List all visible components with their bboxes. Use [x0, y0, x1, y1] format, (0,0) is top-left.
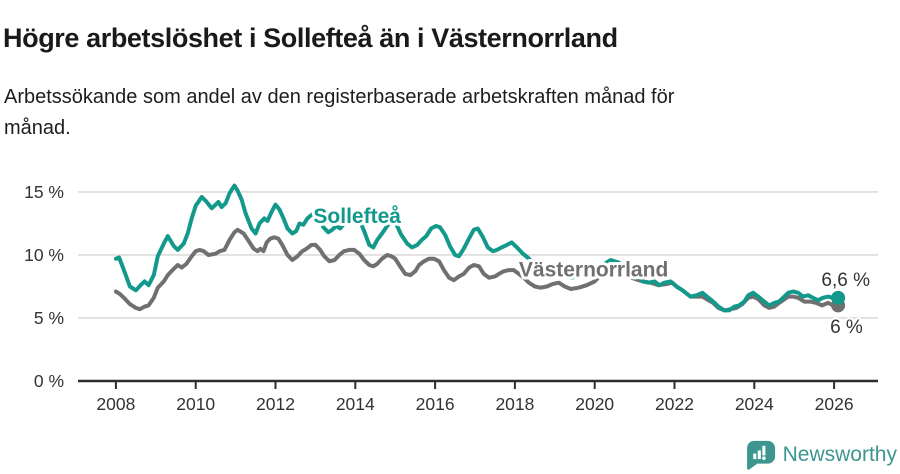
- x-tick-label-2012: 2012: [256, 394, 295, 414]
- x-tick-label-2014: 2014: [336, 394, 375, 414]
- x-tick-label-2024: 2024: [735, 394, 774, 414]
- x-tick-label-2026: 2026: [815, 394, 854, 414]
- y-tick-label-15pct: 15 %: [24, 182, 64, 202]
- x-tick-label-2020: 2020: [575, 394, 614, 414]
- newsworthy-brand-link[interactable]: Newsworthy: [745, 439, 897, 470]
- series-label-solleftea: Sollefteå: [313, 205, 401, 228]
- y-tick-label-0pct: 0 %: [34, 371, 64, 391]
- value-label-6-6: 6,6 %: [821, 270, 870, 291]
- y-tick-label-10pct: 10 %: [24, 245, 64, 265]
- x-tick-label-2008: 2008: [96, 394, 135, 414]
- series-label-vasternorrland: Västernorrland: [519, 258, 668, 281]
- value-label-6: 6 %: [830, 317, 863, 338]
- series-end-dot-solleftea: [831, 290, 846, 305]
- series-line-vasternorrland: [113, 227, 841, 313]
- series-line-solleftea: [113, 183, 841, 313]
- newsworthy-brand-text: Newsworthy: [782, 442, 897, 466]
- x-tick-label-2018: 2018: [495, 394, 534, 414]
- x-tick-label-2010: 2010: [176, 394, 215, 414]
- page-title: Högre arbetslöshet i Sollefteå än i Väst…: [3, 23, 618, 54]
- newsworthy-logo-icon: [746, 440, 775, 470]
- x-tick-label-2016: 2016: [416, 394, 455, 414]
- chart-subtitle: Arbetssökande som andel av den registerb…: [4, 86, 675, 139]
- x-tick-label-2022: 2022: [655, 394, 694, 414]
- y-tick-label-5pct: 5 %: [34, 308, 64, 328]
